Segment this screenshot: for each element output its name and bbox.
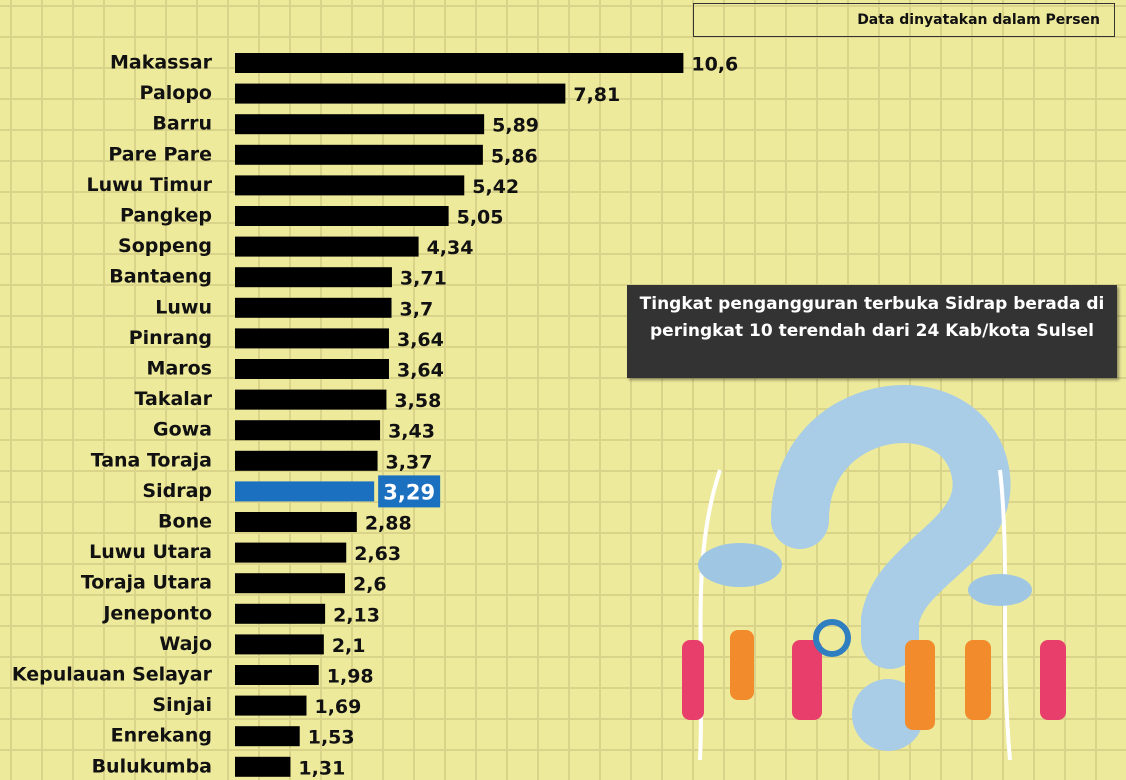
bar: [235, 390, 386, 410]
category-label: Maros: [147, 358, 212, 380]
category-label: Bone: [158, 511, 212, 533]
value-label: 1,53: [308, 727, 355, 749]
plant: [700, 470, 720, 760]
value-label: 2,63: [354, 543, 401, 565]
person: [730, 630, 754, 700]
value-label: 10,6: [691, 54, 738, 76]
bar: [235, 451, 378, 471]
category-label: Luwu: [155, 296, 212, 318]
value-label: 2,13: [333, 604, 380, 626]
value-label: 1,98: [327, 666, 374, 688]
category-label: Toraja Utara: [81, 572, 212, 594]
bar: [235, 206, 449, 226]
value-label: 2,1: [332, 635, 366, 657]
category-label: Soppeng: [118, 235, 212, 257]
category-label: Sinjai: [152, 694, 212, 716]
category-label: Gowa: [153, 419, 212, 441]
annotation: Tingkat pengangguran terbuka Sidrap bera…: [627, 285, 1117, 378]
chat-bubble: [968, 574, 1032, 606]
category-label: Enrekang: [111, 725, 212, 747]
value-label: 3,71: [400, 268, 447, 290]
bar: [235, 114, 484, 134]
category-label: Luwu Timur: [87, 174, 213, 196]
person: [965, 640, 991, 720]
value-label: 5,89: [492, 115, 539, 137]
bar: [235, 665, 319, 685]
bar: [235, 420, 380, 440]
unit-note: Data dinyatakan dalam Persen: [693, 3, 1115, 37]
bar: [235, 512, 357, 532]
person: [792, 640, 822, 720]
category-label: Bantaeng: [109, 266, 212, 288]
category-label: Bulukumba: [92, 755, 212, 777]
category-label: Tana Toraja: [91, 449, 212, 471]
bar: [235, 543, 346, 563]
value-label: 3,64: [397, 329, 444, 351]
bar: [235, 237, 419, 257]
bar: [235, 298, 392, 318]
bar: [235, 481, 374, 501]
category-label: Sidrap: [142, 480, 212, 502]
person: [905, 640, 935, 730]
chat-bubble: [698, 543, 782, 587]
value-label: 3,29: [383, 480, 435, 504]
bar: [235, 634, 324, 654]
value-label: 1,31: [298, 757, 345, 779]
category-label: Kepulauan Selayar: [12, 664, 213, 686]
category-label: Barru: [152, 113, 212, 135]
value-label: 2,88: [365, 513, 412, 535]
value-label: 4,34: [427, 237, 474, 259]
bar: [235, 696, 306, 716]
chart: Makassar 10,6 Palopo 7,81 Barru 5,89 Pare Pare…: [0, 0, 1126, 780]
bar: [235, 267, 392, 287]
bar: [235, 84, 565, 104]
bar: [235, 359, 389, 379]
category-label: Makassar: [110, 52, 213, 74]
value-label: 3,64: [397, 360, 444, 382]
category-label: Pangkep: [120, 205, 212, 227]
value-label: 5,86: [491, 145, 538, 167]
category-label: Wajo: [159, 633, 212, 655]
category-label: Luwu Utara: [89, 541, 212, 563]
bar: [235, 328, 389, 348]
magnifier: [816, 622, 848, 654]
person: [682, 640, 704, 720]
plant: [1000, 470, 1010, 760]
category-label: Takalar: [135, 388, 213, 410]
category-label: Jeneponto: [101, 602, 212, 624]
bar: [235, 573, 345, 593]
value-label: 3,37: [386, 451, 433, 473]
bar: [235, 757, 290, 777]
question-mark: [800, 414, 982, 640]
bar: [235, 726, 300, 746]
bar: [235, 53, 683, 73]
bar: [235, 175, 464, 195]
person: [1040, 640, 1066, 720]
value-label: 5,42: [472, 176, 519, 198]
value-label: 3,58: [394, 390, 441, 412]
category-label: Pare Pare: [108, 143, 212, 165]
value-label: 3,7: [400, 298, 434, 320]
value-label: 3,43: [388, 421, 435, 443]
value-label: 2,6: [353, 574, 387, 596]
illustration: [682, 414, 1066, 760]
value-label: 5,05: [457, 207, 504, 229]
bar: [235, 145, 483, 165]
category-label: Palopo: [140, 82, 212, 104]
value-label: 1,69: [314, 696, 361, 718]
value-label: 7,81: [573, 84, 620, 106]
category-label: Pinrang: [129, 327, 212, 349]
infographic: Makassar 10,6 Palopo 7,81 Barru 5,89 Pare Pare…: [0, 0, 1126, 780]
bar: [235, 604, 325, 624]
